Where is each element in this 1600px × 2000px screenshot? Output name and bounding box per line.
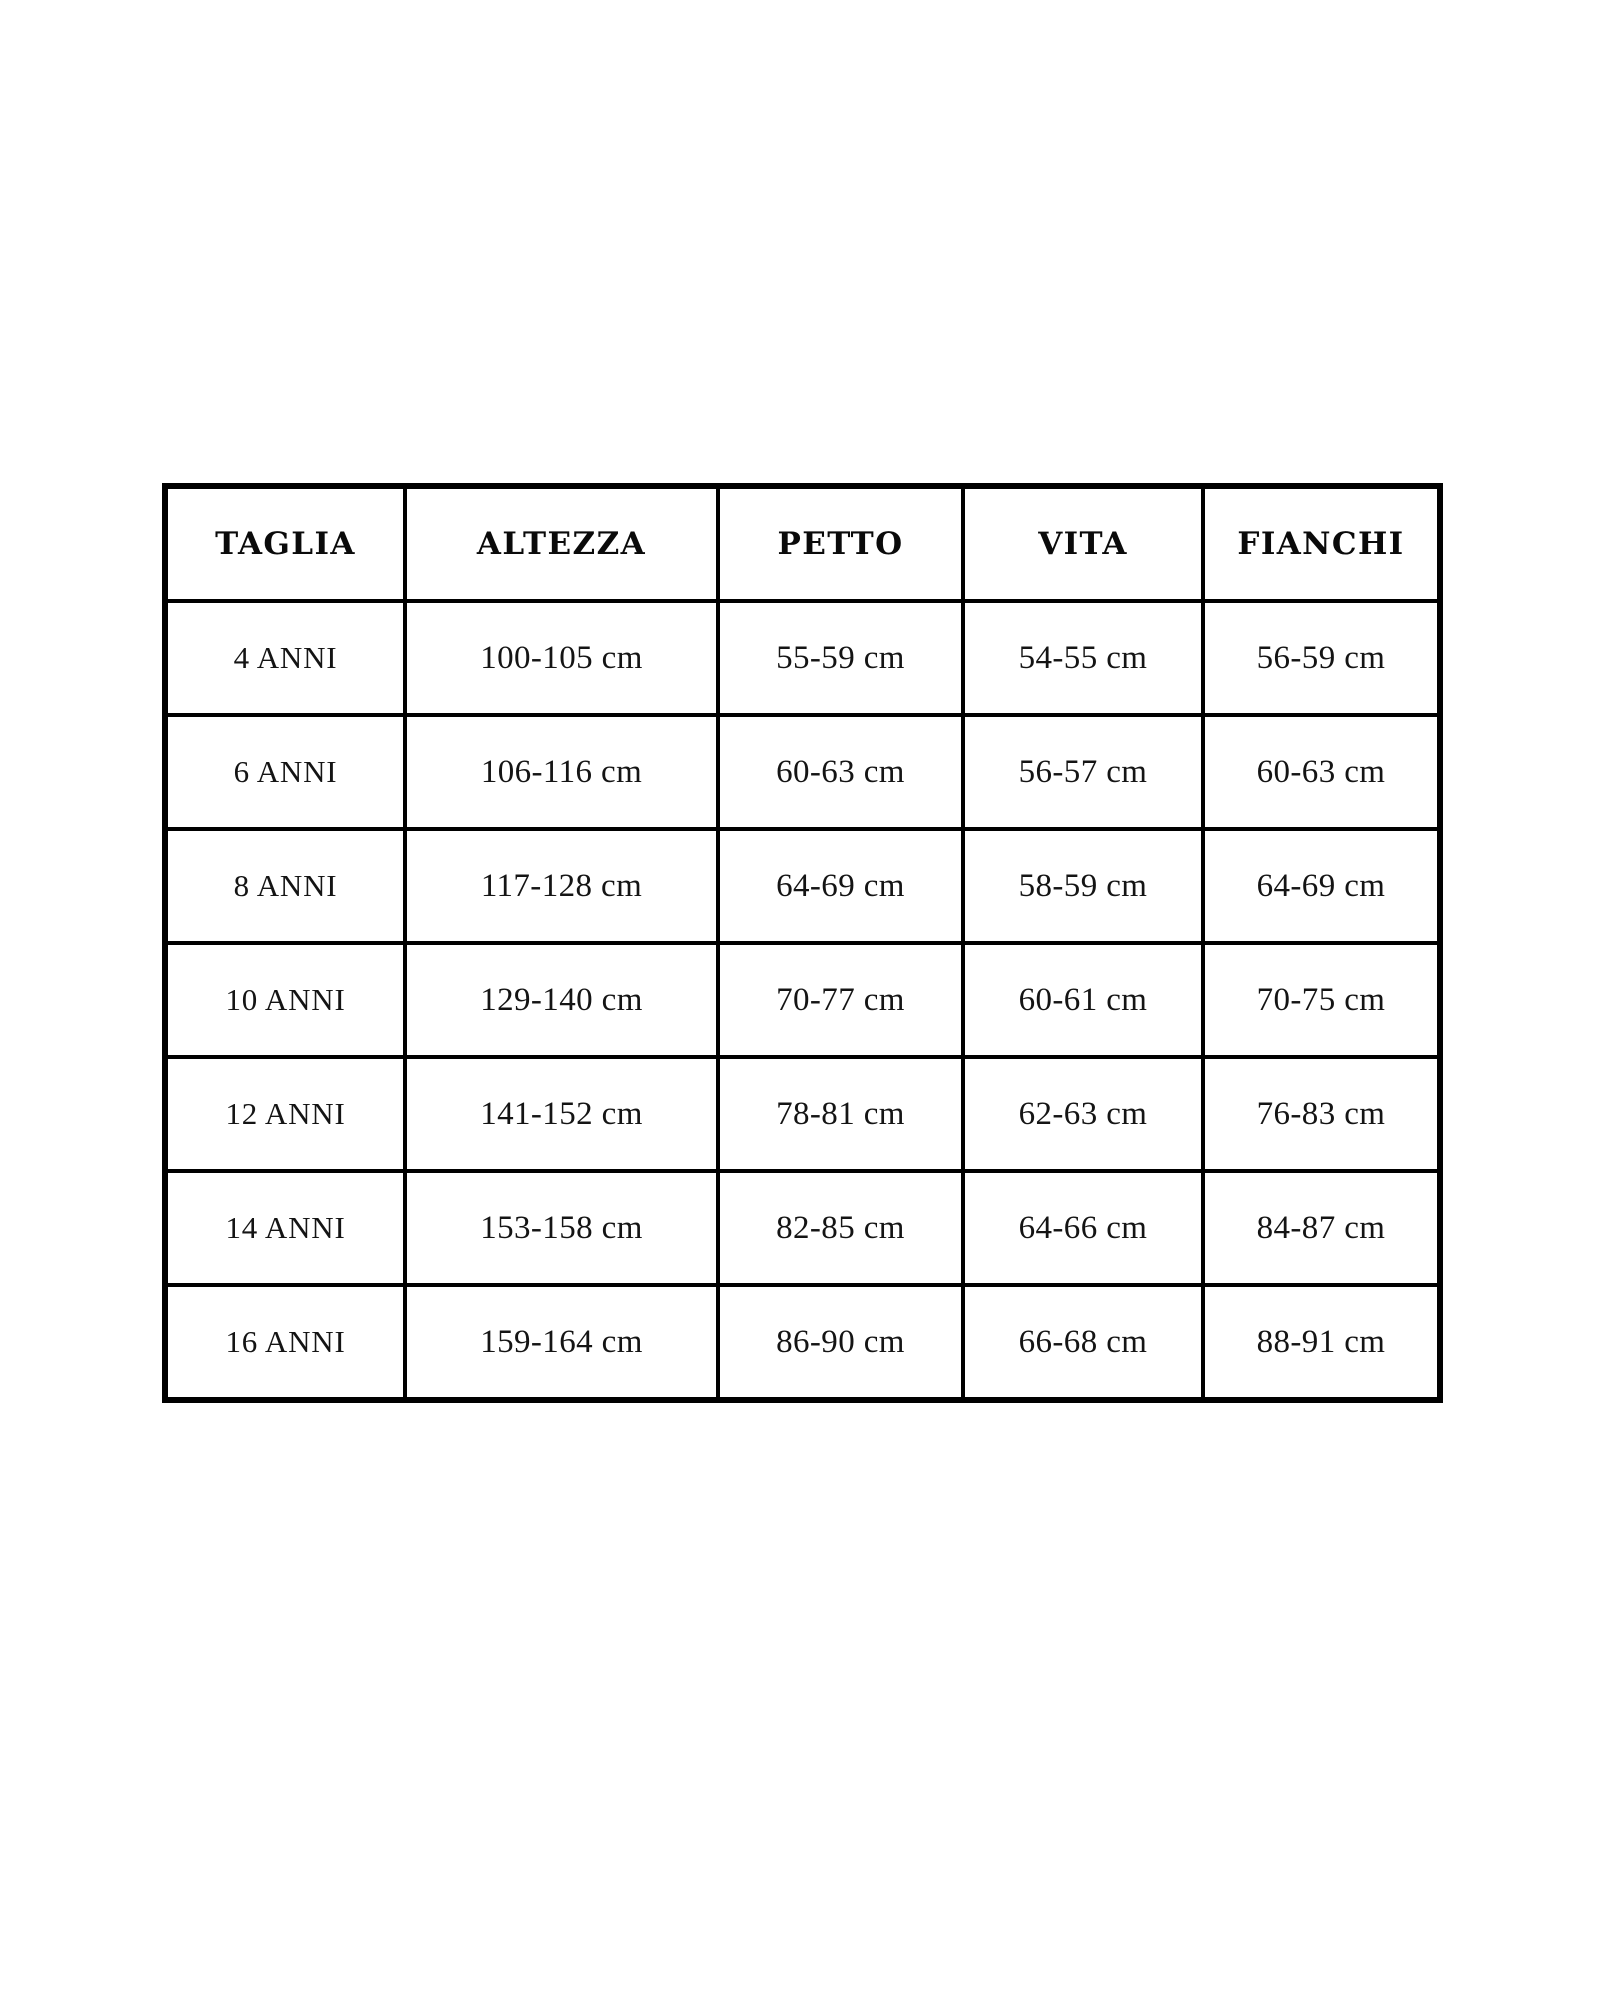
table-header: TAGLIA ALTEZZA PETTO VITA FIANCHI: [163, 484, 1442, 603]
column-header-altezza: ALTEZZA: [403, 484, 720, 603]
cell-vita: 58-59 cm: [961, 827, 1205, 945]
header-row: TAGLIA ALTEZZA PETTO VITA FIANCHI: [163, 484, 1442, 603]
cell-taglia: 14 ANNI: [163, 1169, 407, 1287]
table-row: 4 ANNI 100-105 cm 55-59 cm 54-55 cm 56-5…: [163, 599, 1442, 717]
cell-fianchi: 56-59 cm: [1201, 599, 1442, 717]
cell-altezza: 117-128 cm: [403, 827, 720, 945]
cell-taglia: 6 ANNI: [163, 713, 407, 831]
cell-altezza: 106-116 cm: [403, 713, 720, 831]
cell-fianchi: 84-87 cm: [1201, 1169, 1442, 1287]
cell-vita: 60-61 cm: [961, 941, 1205, 1059]
cell-petto: 82-85 cm: [716, 1169, 965, 1287]
table-row: 10 ANNI 129-140 cm 70-77 cm 60-61 cm 70-…: [163, 941, 1442, 1059]
table-row: 14 ANNI 153-158 cm 82-85 cm 64-66 cm 84-…: [163, 1169, 1442, 1287]
cell-vita: 64-66 cm: [961, 1169, 1205, 1287]
cell-altezza: 141-152 cm: [403, 1055, 720, 1173]
column-header-taglia: TAGLIA: [163, 484, 407, 603]
cell-taglia: 10 ANNI: [163, 941, 407, 1059]
table-row: 6 ANNI 106-116 cm 60-63 cm 56-57 cm 60-6…: [163, 713, 1442, 831]
cell-fianchi: 76-83 cm: [1201, 1055, 1442, 1173]
table-body: 4 ANNI 100-105 cm 55-59 cm 54-55 cm 56-5…: [163, 599, 1442, 1402]
column-header-fianchi: FIANCHI: [1201, 484, 1442, 603]
cell-altezza: 100-105 cm: [403, 599, 720, 717]
cell-petto: 55-59 cm: [716, 599, 965, 717]
cell-taglia: 8 ANNI: [163, 827, 407, 945]
cell-fianchi: 88-91 cm: [1201, 1283, 1442, 1402]
cell-vita: 66-68 cm: [961, 1283, 1205, 1402]
cell-vita: 62-63 cm: [961, 1055, 1205, 1173]
cell-fianchi: 60-63 cm: [1201, 713, 1442, 831]
table-row: 16 ANNI 159-164 cm 86-90 cm 66-68 cm 88-…: [163, 1283, 1442, 1402]
cell-altezza: 159-164 cm: [403, 1283, 720, 1402]
cell-altezza: 153-158 cm: [403, 1169, 720, 1287]
cell-taglia: 16 ANNI: [163, 1283, 407, 1402]
cell-petto: 70-77 cm: [716, 941, 965, 1059]
column-header-vita: VITA: [961, 484, 1205, 603]
cell-vita: 56-57 cm: [961, 713, 1205, 831]
cell-taglia: 4 ANNI: [163, 599, 407, 717]
cell-taglia: 12 ANNI: [163, 1055, 407, 1173]
column-header-petto: PETTO: [716, 484, 965, 603]
cell-altezza: 129-140 cm: [403, 941, 720, 1059]
cell-petto: 86-90 cm: [716, 1283, 965, 1402]
cell-fianchi: 64-69 cm: [1201, 827, 1442, 945]
table-row: 12 ANNI 141-152 cm 78-81 cm 62-63 cm 76-…: [163, 1055, 1442, 1173]
cell-vita: 54-55 cm: [961, 599, 1205, 717]
cell-petto: 78-81 cm: [716, 1055, 965, 1173]
size-chart-table: TAGLIA ALTEZZA PETTO VITA FIANCHI 4 ANNI…: [162, 483, 1443, 1403]
cell-petto: 60-63 cm: [716, 713, 965, 831]
cell-petto: 64-69 cm: [716, 827, 965, 945]
table-row: 8 ANNI 117-128 cm 64-69 cm 58-59 cm 64-6…: [163, 827, 1442, 945]
cell-fianchi: 70-75 cm: [1201, 941, 1442, 1059]
